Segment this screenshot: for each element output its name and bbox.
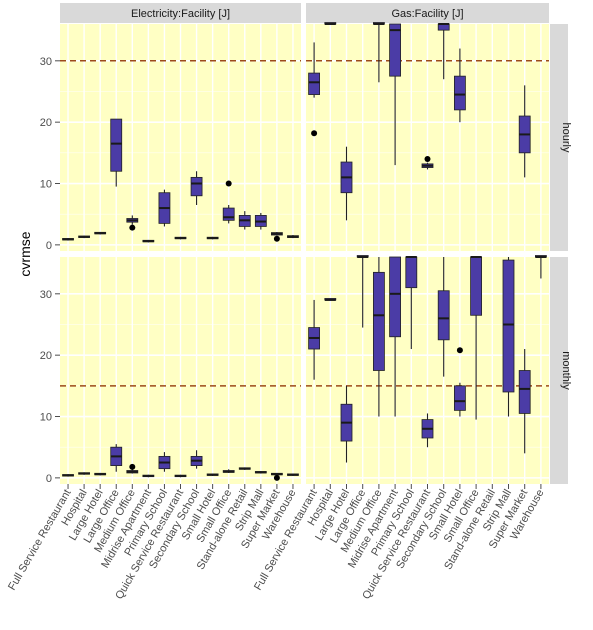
box-stand-alone-retail (238, 467, 251, 470)
box-small-office (470, 256, 483, 420)
row-strip-label: hourly (560, 123, 572, 153)
box-warehouse (287, 235, 299, 239)
y-tick-label: 30 (40, 289, 52, 301)
box-medium-office (372, 22, 385, 83)
box-quick-service-restaurant (421, 155, 434, 170)
box-secondary-school (437, 257, 450, 377)
y-axis-title: cvrmse (17, 231, 33, 276)
box-small-office (222, 469, 235, 473)
y-tick-label: 0 (46, 473, 52, 485)
box-body (372, 271, 385, 371)
box-small-hotel (206, 473, 219, 477)
box-hospital (324, 298, 337, 301)
box-warehouse (535, 255, 547, 279)
box-midrise-apartment (142, 239, 155, 243)
row-strip-label: monthly (560, 351, 572, 390)
box-primary-school (405, 256, 418, 350)
y-tick-label: 10 (40, 412, 52, 424)
box-body (389, 256, 402, 338)
outlier-point (225, 180, 232, 187)
outlier-point (129, 224, 136, 231)
box-body (453, 75, 466, 111)
y-tick-label: 10 (40, 179, 52, 191)
box-small-hotel (206, 236, 219, 240)
box-secondary-school (190, 450, 203, 469)
column-strip-label: Electricity:Facility [J] (131, 8, 230, 20)
outlier-point (456, 347, 463, 354)
box-midrise-apartment (389, 23, 402, 166)
outlier-point (273, 235, 280, 242)
box-full-service-restaurant (62, 238, 74, 241)
box-quick-service-restaurant (174, 474, 187, 478)
box-hospital (78, 235, 90, 239)
box-super-market (518, 85, 531, 178)
box-super-market (518, 349, 531, 454)
y-tick-label: 20 (40, 117, 52, 129)
box-large-hotel (94, 231, 107, 235)
box-body (222, 207, 235, 221)
column-strip (306, 3, 549, 23)
box-body (518, 370, 531, 414)
box-medium-office (126, 463, 139, 474)
box-body (190, 176, 203, 197)
box-hospital (78, 472, 90, 475)
box-medium-office (372, 257, 385, 417)
outlier-point (273, 474, 280, 481)
box-large-hotel (94, 472, 107, 476)
box-body (405, 256, 418, 289)
box-body (308, 72, 321, 95)
box-body (502, 259, 515, 393)
box-large-office (110, 444, 123, 472)
outlier-point (424, 155, 431, 162)
box-quick-service-restaurant (421, 413, 434, 448)
box-small-hotel (453, 48, 466, 123)
box-body (453, 385, 466, 411)
box-strip-mall (254, 212, 267, 230)
box-strip-mall (502, 257, 515, 417)
box-medium-office (126, 215, 139, 231)
box-body (470, 256, 483, 316)
column-strip (60, 3, 301, 23)
box-midrise-apartment (389, 256, 402, 417)
box-body (437, 290, 450, 341)
box-small-hotel (453, 347, 466, 417)
y-tick-label: 20 (40, 350, 52, 362)
box-large-office (110, 118, 123, 187)
box-full-service-restaurant (308, 42, 321, 137)
box-strip-mall (254, 471, 267, 474)
box-midrise-apartment (142, 474, 155, 478)
box-small-office (222, 180, 235, 224)
box-super-market (270, 231, 283, 242)
outlier-point (129, 463, 136, 470)
box-body (389, 23, 402, 77)
y-tick-label: 0 (46, 240, 52, 252)
x-tick-label: Full Service Restaurant (6, 488, 74, 593)
row-strip (550, 24, 568, 251)
box-full-service-restaurant (308, 299, 321, 380)
box-large-office (356, 255, 369, 328)
box-body (110, 118, 123, 172)
box-super-market (270, 472, 283, 481)
box-secondary-school (437, 23, 450, 80)
y-tick-label: 30 (40, 56, 52, 68)
box-large-hotel (340, 146, 353, 221)
row-strip (550, 257, 568, 484)
box-secondary-school (190, 171, 203, 205)
box-primary-school (158, 189, 171, 227)
box-full-service-restaurant (62, 474, 74, 477)
box-hospital (324, 22, 337, 25)
box-stand-alone-retail (238, 211, 251, 230)
box-primary-school (158, 452, 171, 472)
box-large-hotel (340, 385, 353, 463)
box-warehouse (287, 473, 299, 477)
outlier-point (311, 130, 318, 137)
column-strip-label: Gas:Facility [J] (391, 8, 463, 20)
box-quick-service-restaurant (174, 236, 187, 240)
